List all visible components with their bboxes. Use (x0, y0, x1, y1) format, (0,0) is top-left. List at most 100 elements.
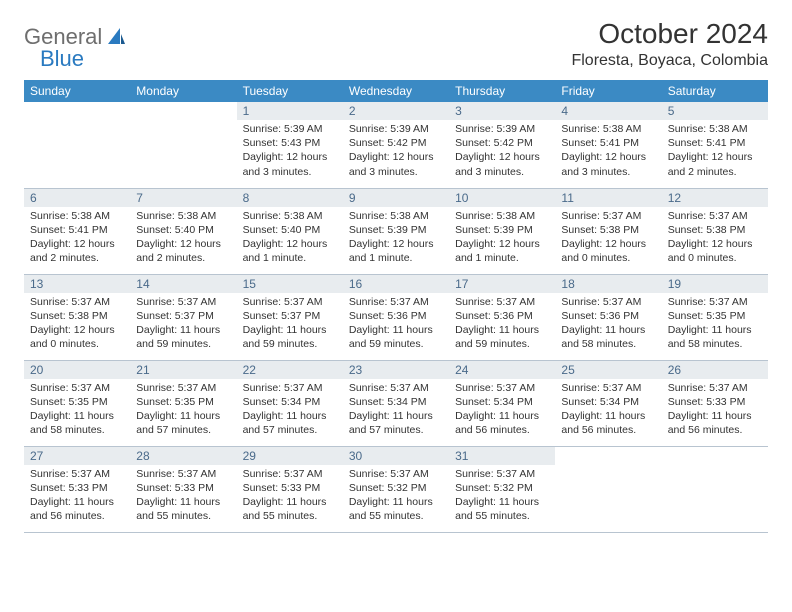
calendar-day-cell: 4Sunrise: 5:38 AMSunset: 5:41 PMDaylight… (555, 102, 661, 188)
weekday-header: Saturday (662, 80, 768, 102)
day-number: 19 (662, 275, 768, 293)
day-number: 24 (449, 361, 555, 379)
calendar-day-cell: 31Sunrise: 5:37 AMSunset: 5:32 PMDayligh… (449, 446, 555, 532)
calendar-day-cell: 17Sunrise: 5:37 AMSunset: 5:36 PMDayligh… (449, 274, 555, 360)
calendar-day-cell: 12Sunrise: 5:37 AMSunset: 5:38 PMDayligh… (662, 188, 768, 274)
day-number: 1 (237, 102, 343, 120)
calendar-day-cell: 2Sunrise: 5:39 AMSunset: 5:42 PMDaylight… (343, 102, 449, 188)
day-details: Sunrise: 5:37 AMSunset: 5:35 PMDaylight:… (24, 379, 130, 442)
day-details: Sunrise: 5:37 AMSunset: 5:32 PMDaylight:… (449, 465, 555, 528)
day-number: 2 (343, 102, 449, 120)
calendar-day-cell: 5Sunrise: 5:38 AMSunset: 5:41 PMDaylight… (662, 102, 768, 188)
calendar-day-cell: 29Sunrise: 5:37 AMSunset: 5:33 PMDayligh… (237, 446, 343, 532)
calendar-week-row: 27Sunrise: 5:37 AMSunset: 5:33 PMDayligh… (24, 446, 768, 532)
day-details: Sunrise: 5:37 AMSunset: 5:36 PMDaylight:… (555, 293, 661, 356)
day-details: Sunrise: 5:37 AMSunset: 5:35 PMDaylight:… (130, 379, 236, 442)
calendar-day-cell: 19Sunrise: 5:37 AMSunset: 5:35 PMDayligh… (662, 274, 768, 360)
calendar-day-cell: 1Sunrise: 5:39 AMSunset: 5:43 PMDaylight… (237, 102, 343, 188)
day-number: 15 (237, 275, 343, 293)
weekday-header: Monday (130, 80, 236, 102)
weekday-header: Thursday (449, 80, 555, 102)
day-number: 28 (130, 447, 236, 465)
calendar-day-cell (130, 102, 236, 188)
calendar-table: SundayMondayTuesdayWednesdayThursdayFrid… (24, 80, 768, 533)
calendar-head: SundayMondayTuesdayWednesdayThursdayFrid… (24, 80, 768, 102)
weekday-header: Tuesday (237, 80, 343, 102)
weekday-row: SundayMondayTuesdayWednesdayThursdayFrid… (24, 80, 768, 102)
calendar-day-cell: 7Sunrise: 5:38 AMSunset: 5:40 PMDaylight… (130, 188, 236, 274)
calendar-body: 1Sunrise: 5:39 AMSunset: 5:43 PMDaylight… (24, 102, 768, 532)
title-block: October 2024 Floresta, Boyaca, Colombia (571, 18, 768, 70)
day-details: Sunrise: 5:39 AMSunset: 5:42 PMDaylight:… (449, 120, 555, 183)
calendar-day-cell: 11Sunrise: 5:37 AMSunset: 5:38 PMDayligh… (555, 188, 661, 274)
day-number: 16 (343, 275, 449, 293)
day-details: Sunrise: 5:37 AMSunset: 5:35 PMDaylight:… (662, 293, 768, 356)
day-details: Sunrise: 5:38 AMSunset: 5:40 PMDaylight:… (237, 207, 343, 270)
calendar-day-cell: 24Sunrise: 5:37 AMSunset: 5:34 PMDayligh… (449, 360, 555, 446)
calendar-week-row: 6Sunrise: 5:38 AMSunset: 5:41 PMDaylight… (24, 188, 768, 274)
day-details: Sunrise: 5:37 AMSunset: 5:36 PMDaylight:… (449, 293, 555, 356)
calendar-day-cell: 18Sunrise: 5:37 AMSunset: 5:36 PMDayligh… (555, 274, 661, 360)
day-number: 23 (343, 361, 449, 379)
day-number: 9 (343, 189, 449, 207)
weekday-header: Friday (555, 80, 661, 102)
day-details: Sunrise: 5:38 AMSunset: 5:41 PMDaylight:… (662, 120, 768, 183)
day-details: Sunrise: 5:37 AMSunset: 5:36 PMDaylight:… (343, 293, 449, 356)
weekday-header: Wednesday (343, 80, 449, 102)
day-number: 11 (555, 189, 661, 207)
day-number: 22 (237, 361, 343, 379)
day-details: Sunrise: 5:39 AMSunset: 5:42 PMDaylight:… (343, 120, 449, 183)
calendar-day-cell (555, 446, 661, 532)
day-details: Sunrise: 5:37 AMSunset: 5:33 PMDaylight:… (237, 465, 343, 528)
day-number: 26 (662, 361, 768, 379)
day-number: 5 (662, 102, 768, 120)
day-number: 13 (24, 275, 130, 293)
day-details: Sunrise: 5:37 AMSunset: 5:38 PMDaylight:… (555, 207, 661, 270)
day-details: Sunrise: 5:37 AMSunset: 5:34 PMDaylight:… (343, 379, 449, 442)
day-number: 30 (343, 447, 449, 465)
day-details: Sunrise: 5:37 AMSunset: 5:34 PMDaylight:… (555, 379, 661, 442)
day-details: Sunrise: 5:37 AMSunset: 5:33 PMDaylight:… (130, 465, 236, 528)
day-details: Sunrise: 5:37 AMSunset: 5:38 PMDaylight:… (662, 207, 768, 270)
day-details: Sunrise: 5:37 AMSunset: 5:37 PMDaylight:… (130, 293, 236, 356)
day-details: Sunrise: 5:38 AMSunset: 5:40 PMDaylight:… (130, 207, 236, 270)
calendar-day-cell: 21Sunrise: 5:37 AMSunset: 5:35 PMDayligh… (130, 360, 236, 446)
header: General October 2024 Floresta, Boyaca, C… (24, 18, 768, 70)
day-details: Sunrise: 5:38 AMSunset: 5:41 PMDaylight:… (555, 120, 661, 183)
calendar-day-cell: 9Sunrise: 5:38 AMSunset: 5:39 PMDaylight… (343, 188, 449, 274)
day-details: Sunrise: 5:37 AMSunset: 5:33 PMDaylight:… (24, 465, 130, 528)
day-number: 4 (555, 102, 661, 120)
logo-sail-icon (106, 26, 126, 49)
calendar-day-cell: 3Sunrise: 5:39 AMSunset: 5:42 PMDaylight… (449, 102, 555, 188)
day-details: Sunrise: 5:38 AMSunset: 5:41 PMDaylight:… (24, 207, 130, 270)
calendar-day-cell (662, 446, 768, 532)
weekday-header: Sunday (24, 80, 130, 102)
calendar-day-cell: 22Sunrise: 5:37 AMSunset: 5:34 PMDayligh… (237, 360, 343, 446)
calendar-day-cell: 10Sunrise: 5:38 AMSunset: 5:39 PMDayligh… (449, 188, 555, 274)
day-number: 18 (555, 275, 661, 293)
calendar-week-row: 1Sunrise: 5:39 AMSunset: 5:43 PMDaylight… (24, 102, 768, 188)
day-number: 25 (555, 361, 661, 379)
day-details: Sunrise: 5:37 AMSunset: 5:33 PMDaylight:… (662, 379, 768, 442)
calendar-day-cell: 25Sunrise: 5:37 AMSunset: 5:34 PMDayligh… (555, 360, 661, 446)
day-number: 12 (662, 189, 768, 207)
month-title: October 2024 (571, 18, 768, 50)
calendar-day-cell: 27Sunrise: 5:37 AMSunset: 5:33 PMDayligh… (24, 446, 130, 532)
calendar-day-cell: 20Sunrise: 5:37 AMSunset: 5:35 PMDayligh… (24, 360, 130, 446)
day-details: Sunrise: 5:38 AMSunset: 5:39 PMDaylight:… (449, 207, 555, 270)
calendar-day-cell (24, 102, 130, 188)
calendar-day-cell: 6Sunrise: 5:38 AMSunset: 5:41 PMDaylight… (24, 188, 130, 274)
calendar-day-cell: 26Sunrise: 5:37 AMSunset: 5:33 PMDayligh… (662, 360, 768, 446)
calendar-day-cell: 13Sunrise: 5:37 AMSunset: 5:38 PMDayligh… (24, 274, 130, 360)
location-subtitle: Floresta, Boyaca, Colombia (571, 52, 768, 70)
day-details: Sunrise: 5:37 AMSunset: 5:34 PMDaylight:… (237, 379, 343, 442)
day-details: Sunrise: 5:39 AMSunset: 5:43 PMDaylight:… (237, 120, 343, 183)
day-number: 21 (130, 361, 236, 379)
calendar-day-cell: 14Sunrise: 5:37 AMSunset: 5:37 PMDayligh… (130, 274, 236, 360)
day-number: 31 (449, 447, 555, 465)
day-details: Sunrise: 5:38 AMSunset: 5:39 PMDaylight:… (343, 207, 449, 270)
day-number: 10 (449, 189, 555, 207)
day-number: 3 (449, 102, 555, 120)
calendar-day-cell: 28Sunrise: 5:37 AMSunset: 5:33 PMDayligh… (130, 446, 236, 532)
day-number: 6 (24, 189, 130, 207)
